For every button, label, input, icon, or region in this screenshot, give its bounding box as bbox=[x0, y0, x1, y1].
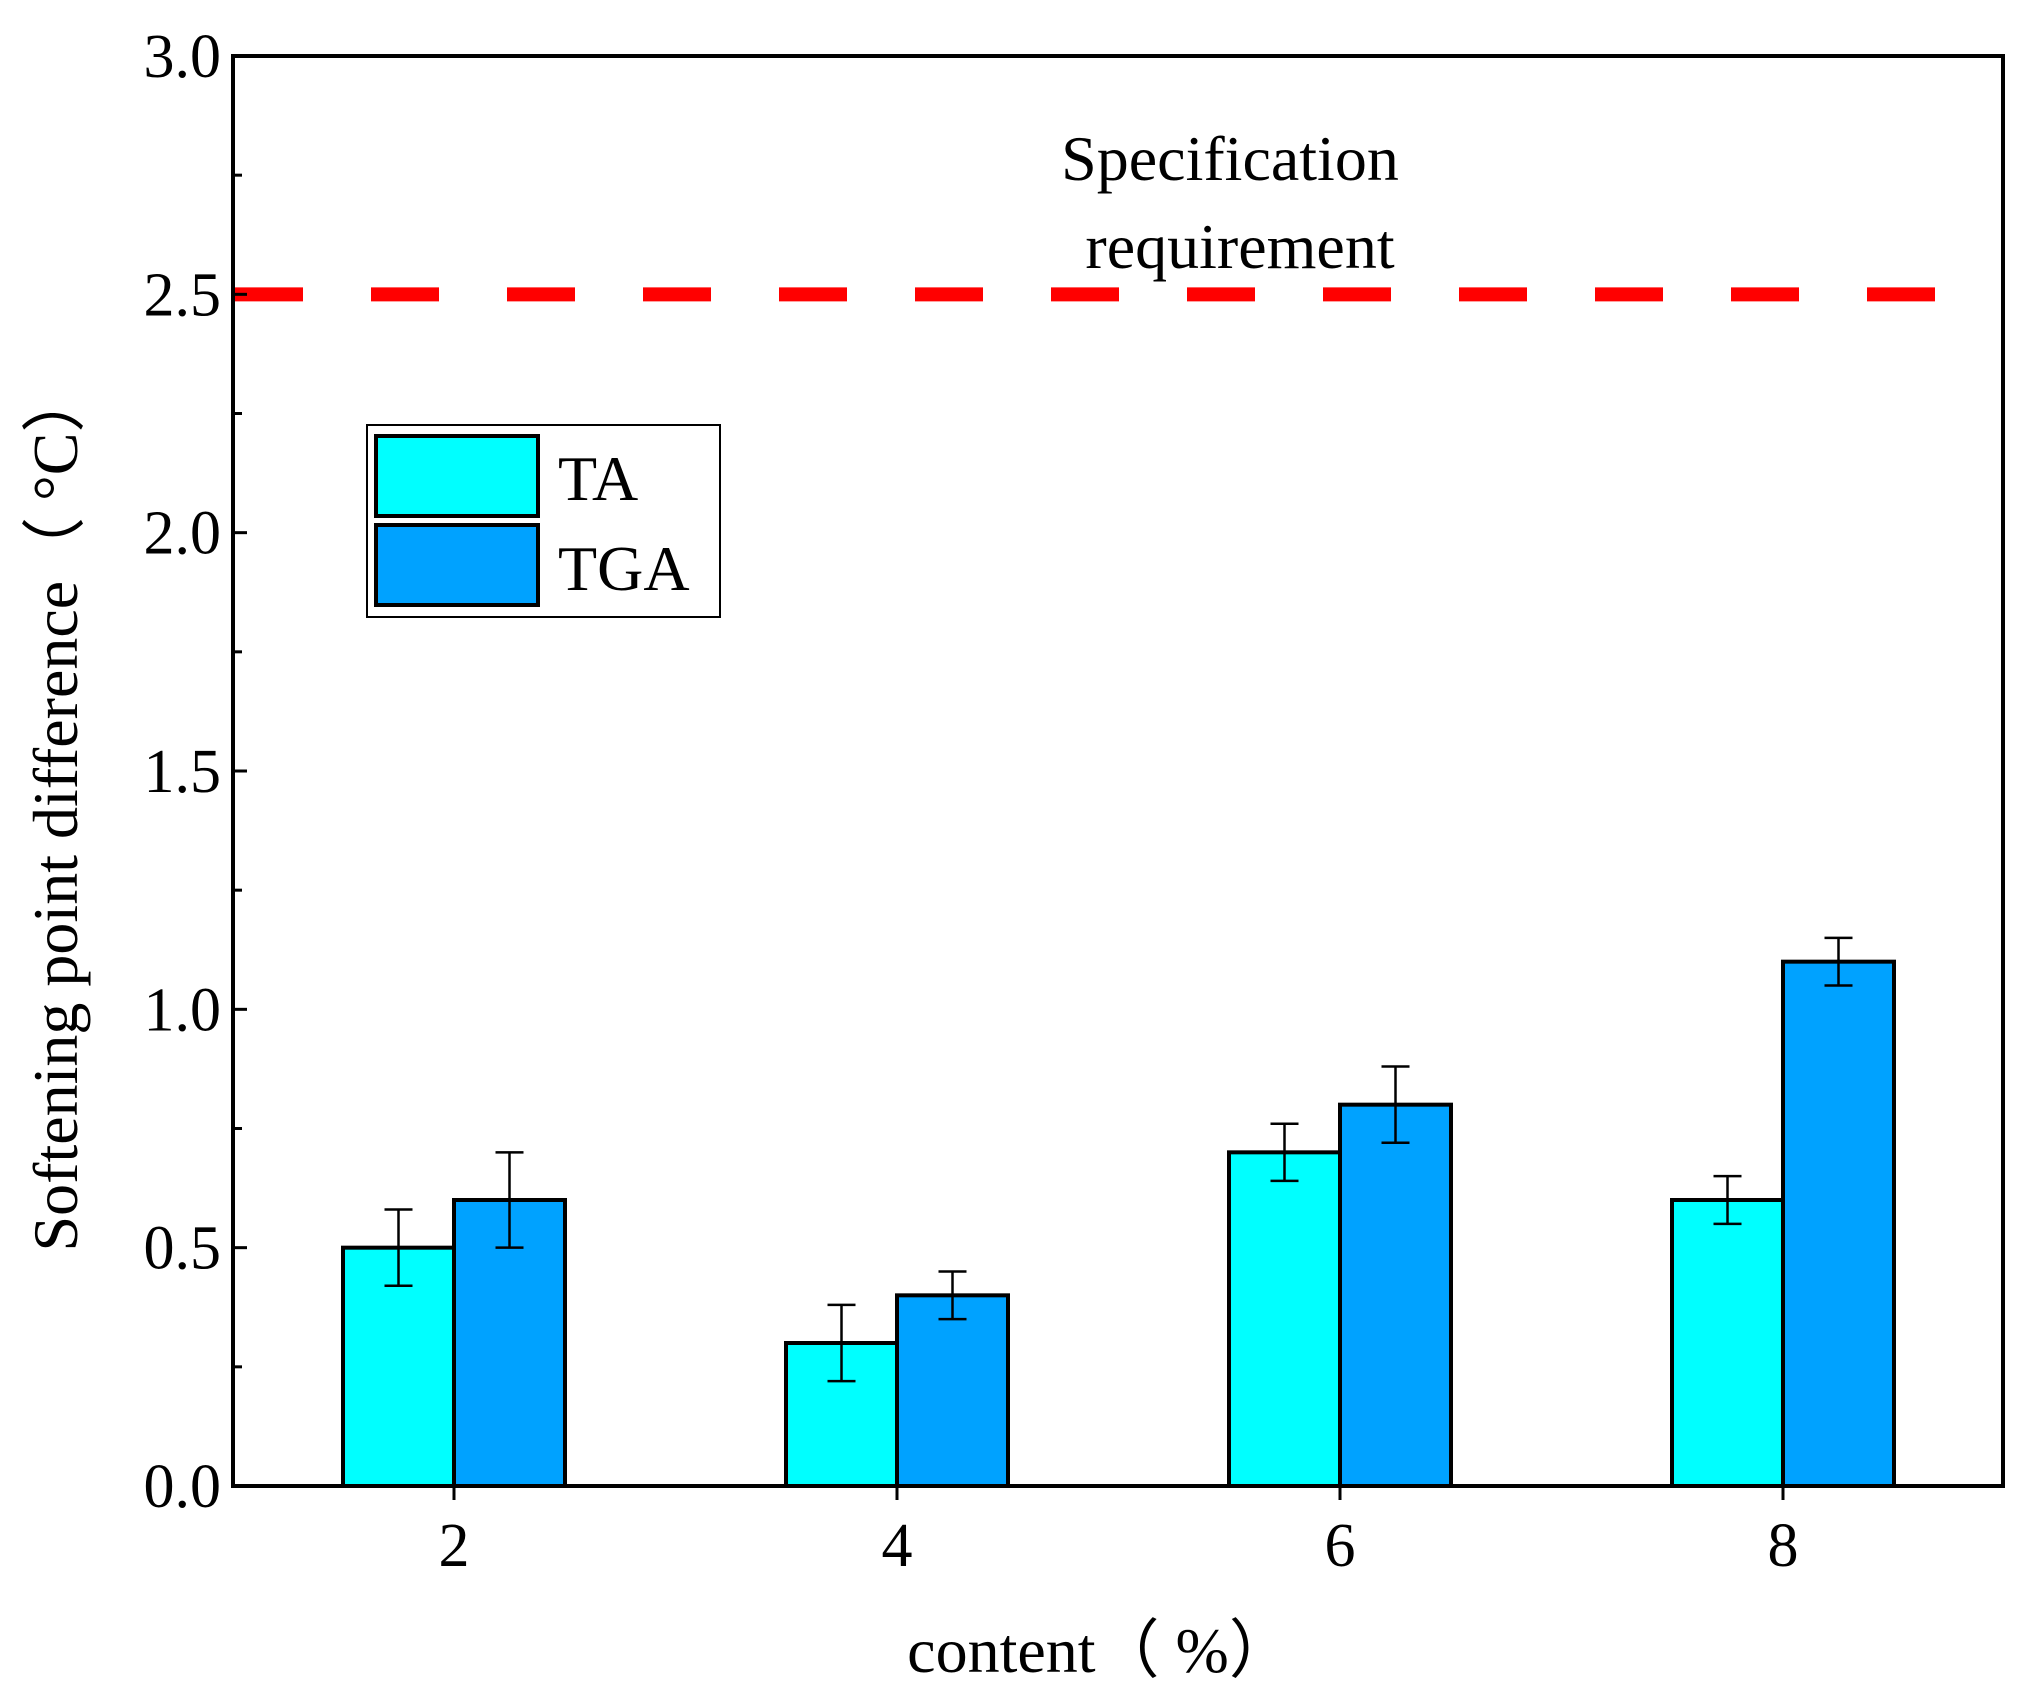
y-tick-label: 2.0 bbox=[144, 500, 222, 568]
legend-label-tga: TGA bbox=[558, 533, 690, 604]
x-tick-label: 2 bbox=[439, 1512, 470, 1580]
x-axis-title: content（ %） bbox=[907, 1615, 1293, 1686]
legend-swatch-ta bbox=[374, 434, 540, 518]
bar-ta-8 bbox=[1670, 1198, 1785, 1488]
y-axis-title: Softening point difference（ °C） bbox=[20, 369, 91, 1252]
legend-label-ta: TA bbox=[558, 443, 638, 514]
y-tick-label: 2.5 bbox=[144, 261, 222, 329]
errorbars-layer bbox=[384, 936, 1853, 1383]
bar-tga-6 bbox=[1338, 1102, 1453, 1488]
bar-tga-4 bbox=[895, 1293, 1010, 1489]
legend: TA TGA bbox=[366, 424, 721, 618]
x-tick-label: 8 bbox=[1768, 1512, 1799, 1580]
bar-ta-6 bbox=[1227, 1150, 1342, 1489]
y-tick-label: 1.5 bbox=[144, 738, 222, 806]
legend-swatch-tga bbox=[374, 523, 540, 607]
y-tick-label: 0.5 bbox=[144, 1215, 222, 1283]
y-tick-label: 3.0 bbox=[144, 23, 222, 91]
x-tick-label: 6 bbox=[1325, 1512, 1356, 1580]
reference-line-label-2: requirement bbox=[1085, 211, 1394, 282]
axes-layer: 0.0 0.5 1.0 1.5 2.0 2.5 3.0 2 4 6 8 bbox=[144, 23, 2005, 1580]
y-tick-label: 1.0 bbox=[144, 976, 222, 1044]
y-tick-label: 0.0 bbox=[144, 1453, 222, 1521]
bars-layer bbox=[341, 959, 1896, 1489]
reference-line-label: Specification bbox=[1061, 123, 1399, 194]
bar-ta-2 bbox=[341, 1245, 456, 1488]
bar-tga-8 bbox=[1781, 959, 1896, 1488]
x-tick-label: 4 bbox=[882, 1512, 913, 1580]
